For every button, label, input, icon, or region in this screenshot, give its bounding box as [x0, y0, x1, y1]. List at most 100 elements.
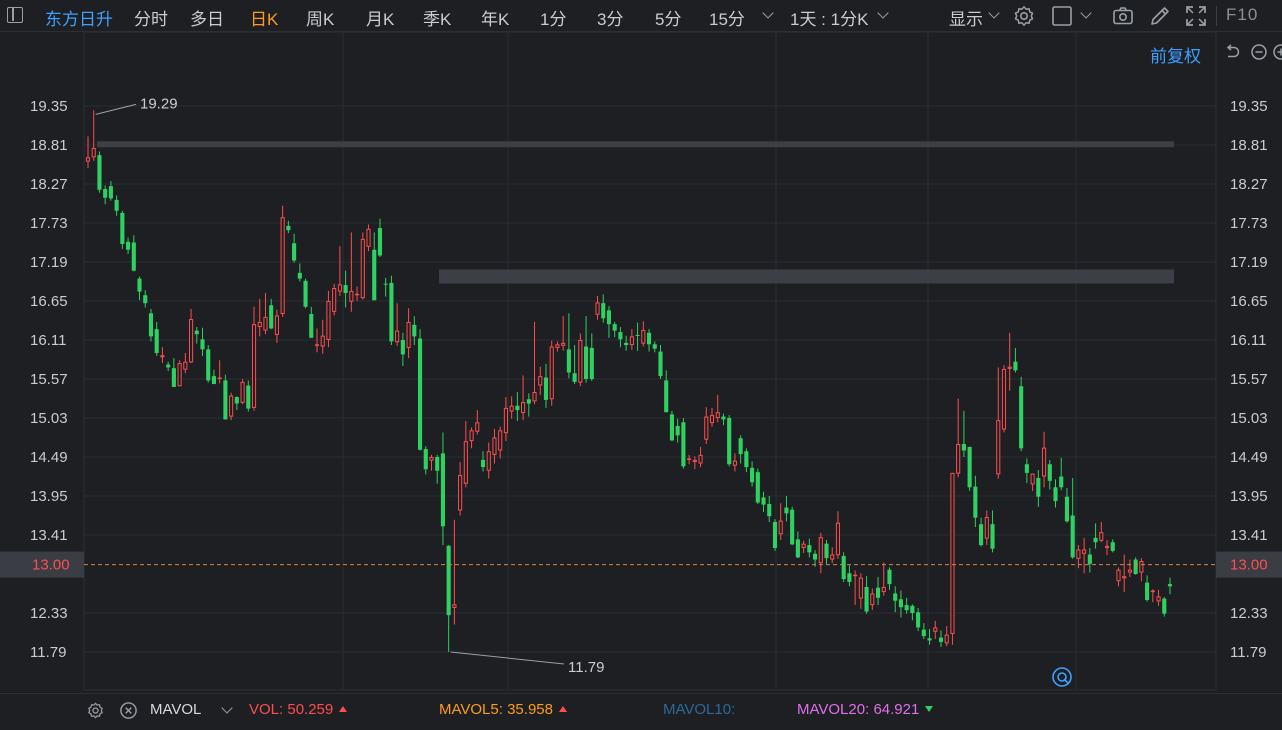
candle-body — [120, 212, 125, 244]
indicator-select[interactable]: MAVOL — [150, 701, 202, 718]
candle-body — [1013, 361, 1018, 371]
chevron-down-icon[interactable] — [762, 7, 774, 19]
candle-body — [257, 321, 262, 328]
candle-body — [624, 342, 629, 346]
candle-body — [515, 405, 520, 411]
candle-body — [967, 446, 972, 488]
candle-body — [332, 288, 337, 312]
candle-body — [423, 449, 428, 470]
candle-body — [543, 377, 549, 400]
candle-body — [595, 302, 600, 315]
high-label: 19.29 — [140, 95, 178, 112]
vol-label: VOL: — [249, 701, 284, 718]
candle-body — [498, 430, 503, 451]
gear-icon[interactable] — [1012, 4, 1036, 28]
candle-body — [561, 342, 566, 346]
vol-readout: VOL: 50.259 — [249, 701, 348, 718]
resistance-band — [97, 141, 1174, 148]
indicator-bar: MAVOL VOL: 50.259 MAVOL5: 35.958 MAVOL10… — [0, 693, 1282, 730]
candle-body — [503, 407, 508, 434]
tab-1min[interactable]: 1分 — [540, 10, 567, 29]
candle-body — [377, 228, 383, 256]
gear-icon[interactable] — [86, 701, 105, 720]
candle-body — [704, 416, 709, 440]
candle-body — [160, 355, 165, 358]
candle-body — [858, 577, 863, 599]
fullscreen-icon[interactable] — [1184, 4, 1208, 28]
candle-body — [1122, 576, 1127, 579]
tab-yearly-k[interactable]: 年K — [481, 10, 510, 29]
candle-body — [944, 634, 949, 644]
candle-body — [618, 332, 623, 340]
candle-body — [795, 539, 800, 558]
tab-daily-k[interactable]: 日K — [250, 10, 279, 29]
candle-body — [761, 497, 766, 505]
candle-body — [355, 293, 360, 296]
candle-body — [1070, 515, 1075, 558]
close-icon[interactable] — [119, 701, 138, 720]
chevron-down-icon[interactable] — [988, 7, 1000, 19]
mavol5-label: MAVOL5: — [439, 701, 503, 718]
candle-body — [669, 414, 674, 441]
candle-body — [784, 507, 789, 514]
event-marker-icon — [1063, 678, 1069, 684]
candle-body — [1030, 473, 1035, 485]
current-price-tag-left — [0, 551, 84, 578]
candlestick-chart[interactable]: 19.35 19.35 18.81 18.81 18.27 18.27 17.73 17.73… — [0, 32, 1282, 692]
candle-body — [526, 399, 531, 404]
tab-3min[interactable]: 3分 — [597, 10, 624, 29]
candle-body — [492, 437, 497, 455]
f10-button[interactable]: F10 — [1226, 5, 1259, 24]
tab-weekly-k[interactable]: 周K — [306, 10, 335, 29]
top-toolbar: 东方日升 分时 多日 日K 周K 月K 季K 年K 1分 3分 5分 15分 1… — [0, 0, 1282, 32]
candle-body — [681, 422, 686, 467]
mavol20-value: 64.921 — [873, 701, 920, 718]
chevron-down-icon[interactable] — [221, 702, 233, 714]
y-tick-label-right: 19.35 — [1230, 98, 1268, 115]
tab-5min[interactable]: 5分 — [655, 10, 682, 29]
candle-body — [206, 349, 211, 381]
y-tick-label-right: 15.57 — [1230, 371, 1268, 388]
candle-body — [910, 605, 915, 613]
candle-body — [675, 425, 680, 436]
candle-body — [103, 189, 108, 198]
candle-body — [521, 402, 526, 413]
price-adjust-mode[interactable]: 前复权 — [1150, 47, 1201, 66]
chevron-down-icon[interactable] — [877, 7, 889, 19]
candle-body — [217, 377, 222, 380]
zoom-in-icon[interactable] — [1272, 43, 1282, 61]
tab-fenshi[interactable]: 分时 — [134, 10, 168, 29]
tab-quarterly-k[interactable]: 季K — [423, 10, 452, 29]
divider — [1216, 6, 1217, 26]
candle-body — [538, 376, 543, 386]
candle-body — [990, 524, 995, 549]
tab-multiday[interactable]: 多日 — [190, 10, 224, 29]
candle-body — [1156, 596, 1161, 602]
stock-name[interactable]: 东方日升 — [45, 10, 113, 29]
chevron-down-icon[interactable] — [1080, 7, 1092, 19]
current-price-label-left: 13.00 — [32, 557, 70, 574]
candle-body — [984, 516, 989, 539]
candle-body — [824, 543, 829, 559]
candle-body — [996, 420, 1001, 475]
tab-monthly-k[interactable]: 月K — [366, 10, 395, 29]
square-icon[interactable] — [1050, 4, 1074, 28]
period-combo-select[interactable]: 1天 : 1分K — [790, 10, 869, 29]
camera-icon[interactable] — [1111, 4, 1135, 28]
candle-body — [893, 593, 898, 601]
panel-toggle-icon[interactable] — [7, 7, 23, 23]
candle-body — [1053, 487, 1058, 502]
y-tick-label-right: 13.41 — [1230, 527, 1268, 544]
candle-body — [698, 454, 703, 464]
candle-body — [841, 555, 846, 580]
low-label: 11.79 — [568, 659, 604, 676]
zoom-out-icon[interactable] — [1250, 43, 1268, 61]
candle-body — [875, 587, 881, 598]
candle-body — [584, 346, 589, 379]
tab-15min[interactable]: 15分 — [709, 10, 745, 29]
pencil-icon[interactable] — [1148, 4, 1172, 28]
display-menu[interactable]: 显示 — [949, 10, 983, 29]
undo-icon[interactable] — [1223, 43, 1241, 61]
candle-body — [1139, 561, 1144, 573]
candle-body — [864, 587, 869, 612]
